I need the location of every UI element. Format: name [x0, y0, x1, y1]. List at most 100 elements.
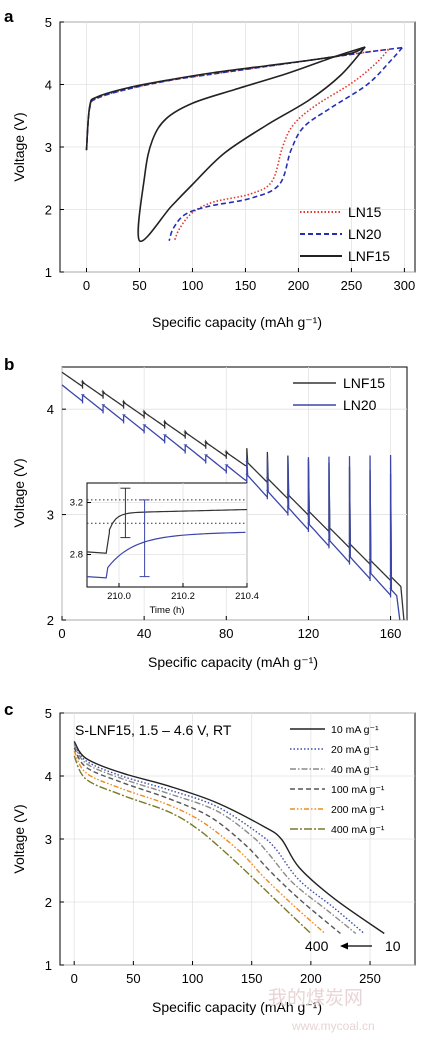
- series-rate-0: [73, 740, 385, 935]
- legend-LNF15-label: LNF15: [348, 248, 390, 264]
- c-ytick-label: 2: [45, 895, 52, 910]
- watermark: 我的煤炭网 www.mycoal.cn: [268, 987, 375, 1033]
- legend-LN20-b-label: LN20: [343, 397, 377, 413]
- panel-a-letter: a: [4, 7, 14, 26]
- panel-b-y-ticks: 2 3 4: [47, 402, 66, 628]
- a-ytick-label: 1: [45, 265, 52, 280]
- a-xtick-label: 100: [182, 278, 204, 293]
- series-LNF15-charge: [85, 46, 366, 151]
- panel-b: 0 40 80 120 160 2 3 4 Voltage (V) Specific cap…: [11, 366, 408, 670]
- a-xtick-label: 0: [83, 278, 90, 293]
- i-xtick-label: 210.2: [171, 591, 195, 602]
- c-ytick-label: 5: [45, 706, 52, 721]
- i-ytick-label: 3.2: [70, 498, 83, 509]
- series-rate-2: [73, 744, 357, 935]
- panel-b-ylabel: Voltage (V): [11, 458, 27, 527]
- inset-frame: [86, 482, 248, 588]
- series-LN15-charge: [85, 48, 389, 151]
- b-xtick-label: 120: [298, 626, 320, 641]
- a-xtick-label: 300: [394, 278, 416, 293]
- inset-y-ticks: 2.8 3.2: [70, 498, 91, 561]
- legend-LNF15-b-label: LNF15: [343, 375, 385, 391]
- panel-c: 0 50 100 150 200 250 1 2 3 4 5 S-LNF15, 1.5 – 4.6…: [11, 706, 416, 1015]
- arrow-label-from: 400: [305, 938, 329, 954]
- a-xtick-label: 250: [341, 278, 363, 293]
- inset-series: [86, 487, 248, 579]
- series-LNF15-discharge: [137, 46, 366, 242]
- a-xtick-label: 150: [235, 278, 257, 293]
- c-ytick-label: 3: [45, 832, 52, 847]
- series-LN20-gitt: [61, 384, 401, 621]
- b-ytick-label: 2: [47, 613, 54, 628]
- panel-a: 0 50 100 150 200 250 300 1 2 3 4 5 Voltage (V) Spe…: [11, 15, 416, 330]
- panel-a-x-ticks: 0 50 100 150 200 250 300: [83, 268, 415, 293]
- legend-LN20-label: LN20: [348, 226, 382, 242]
- panel-b-inset: 210.0 210.2 210.4 2.8 3.2 Time (h): [70, 482, 259, 616]
- legend-LN15-label: LN15: [348, 204, 382, 220]
- series-LN20-discharge: [168, 47, 403, 242]
- legend-rate-5-label: 400 mA g⁻¹: [331, 824, 385, 836]
- c-ytick-label: 1: [45, 958, 52, 973]
- arrow-label-to: 10: [385, 938, 401, 954]
- i-xtick-label: 210.0: [107, 591, 131, 602]
- c-xtick-label: 150: [241, 971, 263, 986]
- b-ytick-label: 3: [47, 508, 54, 523]
- arrow-head-icon: [340, 942, 348, 950]
- a-xtick-label: 50: [132, 278, 146, 293]
- panel-c-x-ticks: 0 50 100 150 200 250: [71, 961, 381, 986]
- inset-x-ticks: 210.0 210.2 210.4: [107, 583, 259, 602]
- panel-c-y-ticks: 1 2 3 4 5: [45, 706, 64, 973]
- a-ytick-label: 4: [45, 78, 52, 93]
- panel-a-xlabel: Specific capacity (mAh g⁻¹): [152, 314, 322, 330]
- watermark-text: 我的煤炭网: [268, 987, 363, 1009]
- series-rate-4: [73, 750, 326, 935]
- i-xtick-label: 210.4: [235, 591, 259, 602]
- panel-c-xlabel: Specific capacity (mAh g⁻¹): [152, 999, 322, 1015]
- inset-xlabel: Time (h): [149, 605, 184, 616]
- a-ytick-label: 3: [45, 140, 52, 155]
- c-ytick-label: 4: [45, 769, 52, 784]
- watermark-url: www.mycoal.cn: [291, 1019, 375, 1033]
- c-xtick-label: 200: [300, 971, 322, 986]
- panel-c-ylabel: Voltage (V): [11, 804, 27, 873]
- c-xtick-label: 50: [126, 971, 140, 986]
- panel-c-legend: 10 mA g⁻¹ 20 mA g⁻¹ 40 mA g⁻¹ 100 mA g⁻¹ 200…: [290, 724, 385, 836]
- c-xtick-label: 250: [359, 971, 381, 986]
- series-rate-3: [73, 747, 341, 935]
- panel-c-grid: [60, 712, 415, 966]
- b-xtick-label: 40: [137, 626, 151, 641]
- series-LN15-discharge: [173, 48, 390, 242]
- panel-a-grid: [60, 21, 415, 273]
- a-ytick-label: 5: [45, 15, 52, 30]
- c-xtick-label: 0: [71, 971, 78, 986]
- panel-a-series: [85, 46, 403, 242]
- series-LN20-charge: [85, 46, 403, 151]
- legend-rate-1-label: 20 mA g⁻¹: [331, 744, 379, 756]
- panel-b-x-ticks: 0 40 80 120 160: [58, 616, 401, 641]
- panel-b-xlabel: Specific capacity (mAh g⁻¹): [148, 654, 318, 670]
- legend-rate-2-label: 40 mA g⁻¹: [331, 764, 379, 776]
- panel-c-letter: c: [4, 700, 13, 719]
- panel-a-legend: LN15 LN20 LNF15: [300, 204, 390, 264]
- panel-b-series: [61, 371, 405, 621]
- panel-a-ylabel: Voltage (V): [11, 112, 27, 181]
- c-xtick-label: 100: [182, 971, 204, 986]
- inset-series-LNF15: [86, 508, 248, 554]
- series-rate-5: [73, 755, 312, 935]
- inset-series-LN20: [86, 531, 246, 579]
- panel-c-rate-arrow: 400 10: [305, 938, 401, 954]
- panel-c-condition: S-LNF15, 1.5 – 4.6 V, RT: [75, 722, 232, 738]
- series-LNF15-gitt: [61, 371, 405, 621]
- b-xtick-label: 80: [219, 626, 233, 641]
- series-rate-1: [73, 742, 365, 935]
- i-ytick-label: 2.8: [70, 550, 83, 561]
- b-xtick-label: 160: [380, 626, 402, 641]
- legend-rate-3-label: 100 mA g⁻¹: [331, 784, 385, 796]
- b-ytick-label: 4: [47, 402, 54, 417]
- a-xtick-label: 200: [288, 278, 310, 293]
- panel-b-legend: LNF15 LN20: [293, 375, 385, 413]
- panel-a-y-ticks: 1 2 3 4 5: [45, 15, 64, 280]
- legend-rate-0-label: 10 mA g⁻¹: [331, 724, 379, 736]
- legend-rate-4-label: 200 mA g⁻¹: [331, 804, 385, 816]
